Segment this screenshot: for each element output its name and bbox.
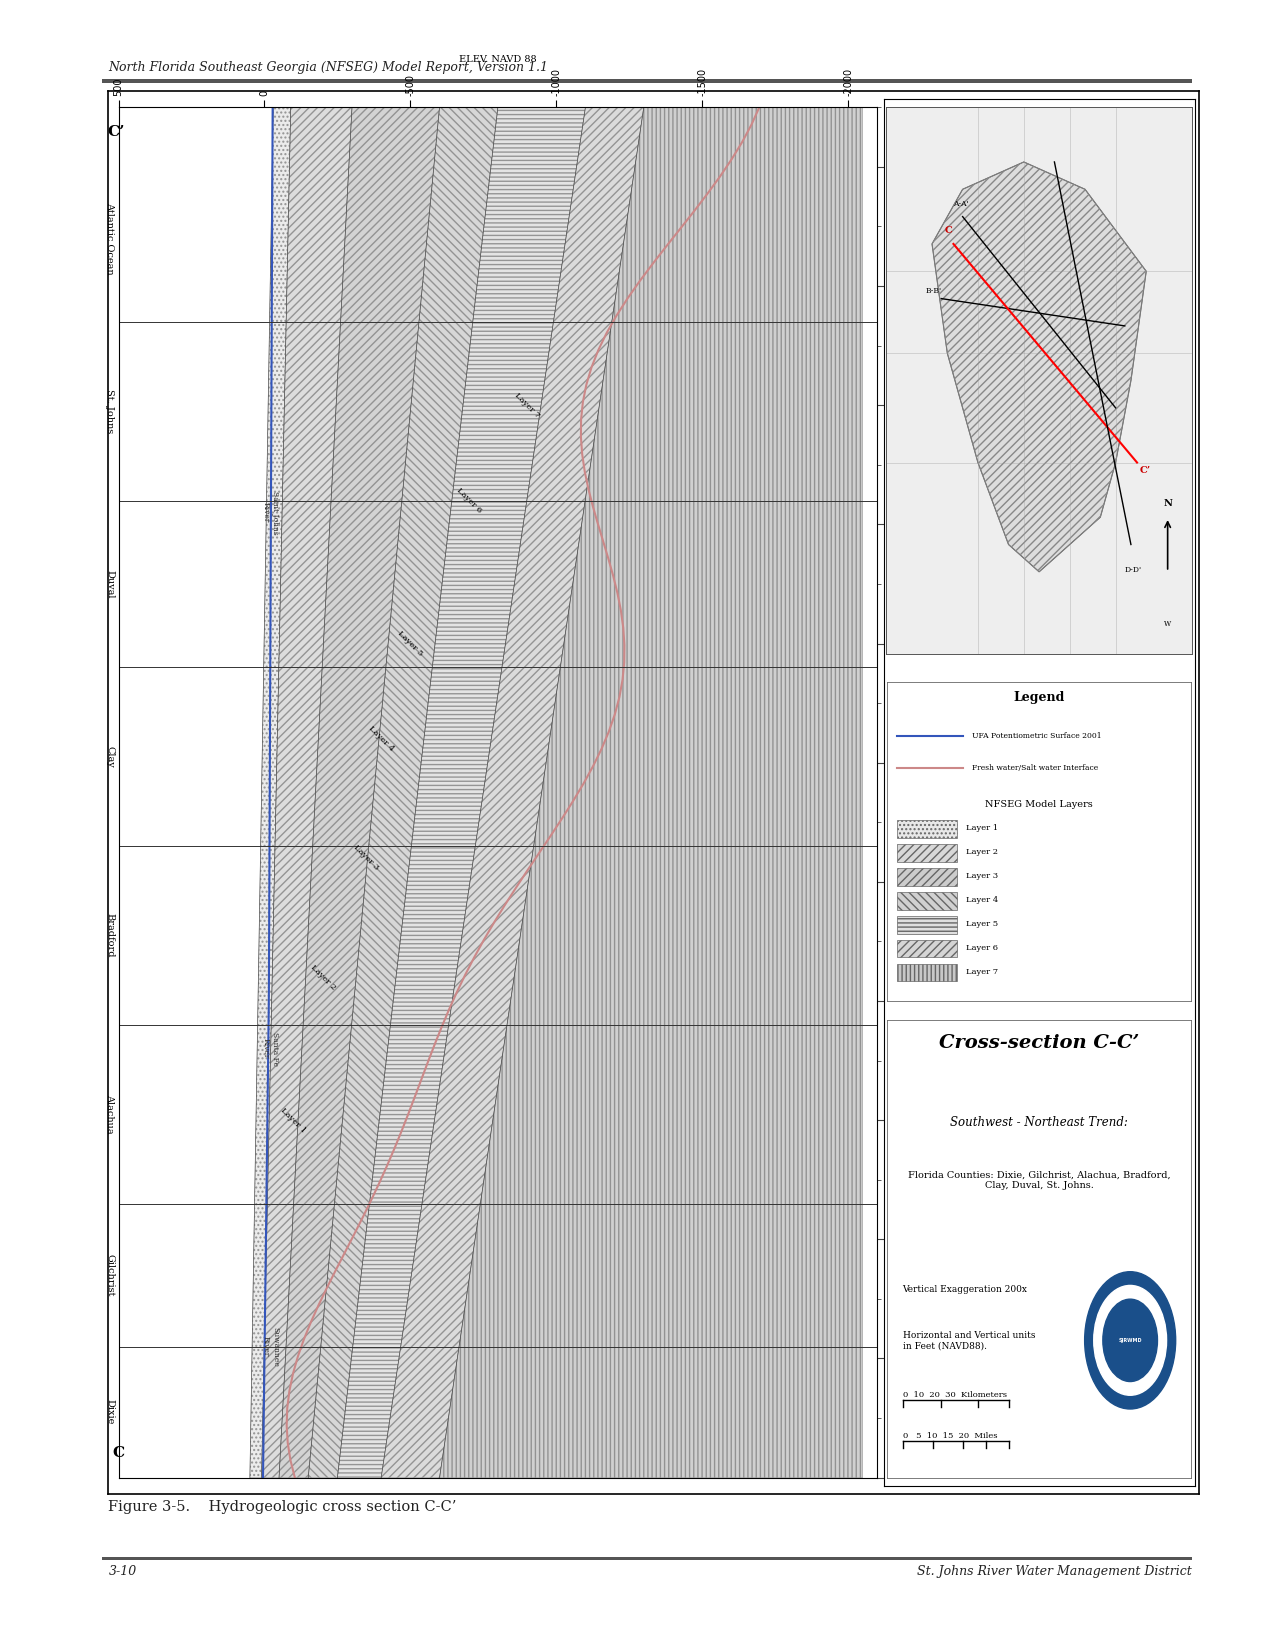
Text: Clay: Clay: [106, 746, 115, 768]
Text: Layer 4: Layer 4: [367, 725, 395, 753]
Text: Saint Johns
River: Saint Johns River: [261, 490, 279, 535]
Text: Layer 7: Layer 7: [513, 391, 542, 419]
Text: A-A': A-A': [954, 200, 969, 208]
Text: Layer 6: Layer 6: [966, 944, 998, 953]
Bar: [896, 964, 958, 981]
Text: Dixie: Dixie: [106, 1400, 115, 1425]
Text: Layer 3: Layer 3: [966, 872, 998, 880]
Text: Cross-section C-C’: Cross-section C-C’: [938, 1034, 1140, 1052]
Bar: [896, 821, 958, 837]
Text: C’: C’: [1140, 467, 1151, 475]
Bar: [896, 892, 958, 910]
Text: SJRWMD: SJRWMD: [1118, 1337, 1142, 1342]
Text: Florida Counties: Dixie, Gilchrist, Alachua, Bradford,
Clay, Duval, St. Johns.: Florida Counties: Dixie, Gilchrist, Alac…: [908, 1171, 1170, 1190]
Text: B-B': B-B': [926, 287, 942, 296]
Text: Duval: Duval: [106, 570, 115, 598]
Text: Gilchrist: Gilchrist: [106, 1253, 115, 1296]
Text: D-D': D-D': [1125, 566, 1142, 575]
Text: Vertical Exaggeration 200x: Vertical Exaggeration 200x: [903, 1286, 1028, 1294]
Circle shape: [1085, 1271, 1176, 1408]
Bar: [896, 916, 958, 933]
Text: St. Johns River Water Management District: St. Johns River Water Management Distric…: [918, 1565, 1192, 1578]
Polygon shape: [932, 162, 1146, 571]
Text: Layer 7: Layer 7: [966, 967, 998, 976]
Text: 0  10  20  30  Kilometers: 0 10 20 30 Kilometers: [903, 1390, 1006, 1398]
Bar: [896, 939, 958, 958]
Text: North Florida Southeast Georgia (NFSEG) Model Report, Version 1.1: North Florida Southeast Georgia (NFSEG) …: [108, 61, 548, 74]
Text: Layer 4: Layer 4: [966, 896, 998, 905]
Text: Fresh water/Salt water Interface: Fresh water/Salt water Interface: [973, 764, 1099, 771]
Text: C: C: [945, 226, 952, 234]
Text: Atlantic Ocean: Atlantic Ocean: [106, 201, 115, 274]
Text: C: C: [112, 1446, 125, 1459]
Text: Santa Fe
River: Santa Fe River: [261, 1032, 279, 1065]
Text: Figure 3-5.    Hydrogeologic cross section C-C’: Figure 3-5. Hydrogeologic cross section …: [108, 1499, 456, 1514]
Text: Layer 3: Layer 3: [352, 844, 381, 872]
Circle shape: [1094, 1286, 1167, 1395]
Bar: [896, 844, 958, 862]
Circle shape: [1103, 1299, 1158, 1382]
Text: Suwannee
River: Suwannee River: [261, 1327, 279, 1367]
Text: Layer 6: Layer 6: [455, 487, 483, 515]
Text: Layer 2: Layer 2: [966, 849, 998, 857]
Text: Layer 1: Layer 1: [279, 1106, 307, 1134]
Text: Layer 5: Layer 5: [966, 920, 998, 928]
Y-axis label: Distance in Feet  0: Distance in Feet 0: [933, 753, 941, 832]
Text: N: N: [1163, 499, 1172, 509]
Text: W: W: [1164, 621, 1172, 629]
Text: C’: C’: [107, 125, 125, 139]
Text: Active Groundwater Model Domain: Active Groundwater Model Domain: [964, 196, 1114, 205]
Text: Layer 2: Layer 2: [309, 963, 337, 991]
Text: Southwest - Northeast Trend:: Southwest - Northeast Trend:: [950, 1116, 1128, 1129]
Text: 0   5  10  15  20  Miles: 0 5 10 15 20 Miles: [903, 1431, 997, 1440]
Text: 3-10: 3-10: [108, 1565, 136, 1578]
Bar: [896, 868, 958, 885]
Text: Legend: Legend: [1014, 692, 1065, 703]
X-axis label: ELEV. NAVD 88: ELEV. NAVD 88: [459, 54, 537, 64]
Text: Layer 1: Layer 1: [966, 824, 998, 832]
Text: Horizontal and Vertical units
in Feet (NAVD88).: Horizontal and Vertical units in Feet (N…: [903, 1331, 1035, 1351]
Text: St. Johns: St. Johns: [106, 390, 115, 433]
Text: Bradford: Bradford: [106, 913, 115, 958]
Text: Overview Map - NFSEG: Overview Map - NFSEG: [984, 140, 1094, 150]
Text: Cross-section Location: Cross-section Location: [991, 238, 1088, 246]
Text: UFA Potentiometric Surface 2001: UFA Potentiometric Surface 2001: [973, 731, 1102, 740]
Text: Alachua: Alachua: [106, 1095, 115, 1134]
Text: Layer 5: Layer 5: [397, 629, 425, 657]
Text: NFSEG Model Layers: NFSEG Model Layers: [986, 799, 1093, 809]
